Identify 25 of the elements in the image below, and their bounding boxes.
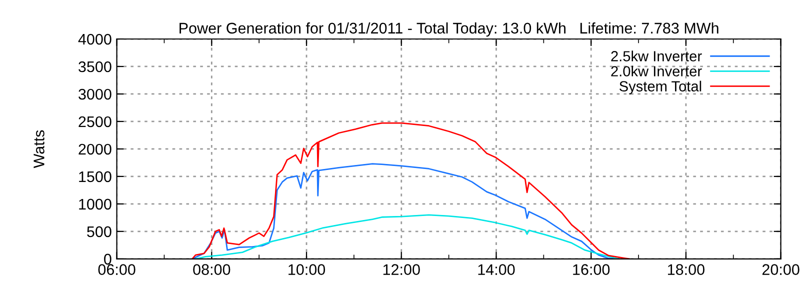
x-tick-label: 18:00	[668, 264, 704, 275]
x-tick-label: 06:00	[98, 264, 136, 275]
legend-label: System Total	[620, 80, 702, 94]
y-tick-label: 4000	[78, 34, 112, 45]
y-tick-label: 0	[104, 254, 112, 265]
x-tick-label: 14:00	[478, 264, 515, 275]
legend-label: 2.0kw Inverter	[611, 66, 702, 76]
x-tick-label: 20:00	[762, 264, 800, 275]
y-axis-title: Watts	[34, 130, 44, 168]
x-tick-label: 12:00	[383, 264, 420, 275]
y-tick-label: 2500	[78, 116, 112, 128]
y-tick-label: 500	[87, 226, 112, 238]
y-tick-label: 1000	[79, 198, 112, 210]
y-tick-label: 3000	[78, 88, 112, 100]
y-tick-label: 1500	[79, 171, 112, 182]
line-series	[192, 163, 620, 259]
x-tick-label: 08:00	[193, 264, 230, 275]
line-series	[192, 122, 630, 259]
x-tick-label: 10:00	[288, 264, 326, 275]
line-series	[194, 214, 620, 259]
x-tick-label: 16:00	[573, 264, 610, 275]
chart-title: Power Generation for 01/31/2011 - Total Today: 13.0 kWh Lifetime: 7.783 MWh	[180, 22, 718, 37]
y-tick-label: 3500	[78, 61, 112, 72]
legend-label: 2.5kw Inverter	[611, 50, 702, 62]
y-tick-label: 2000	[78, 144, 112, 155]
